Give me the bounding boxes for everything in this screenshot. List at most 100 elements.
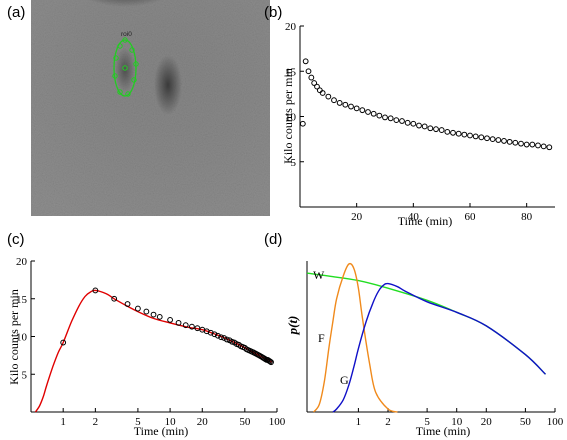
- panel-b-data-point: [461, 131, 468, 138]
- panel-b-x-tick-label: 20: [351, 211, 363, 223]
- panel-c-xlabel: Time (min): [134, 424, 189, 438]
- panel-b-data-point: [512, 139, 519, 146]
- scintigraphy-image: [31, 0, 270, 216]
- panel-a: (a) roi0: [7, 0, 270, 216]
- panel-b-data-point: [365, 109, 371, 115]
- panel-d-label: (d): [264, 231, 282, 248]
- panel-b-data-point: [342, 101, 349, 108]
- panel-b-data-point: [331, 97, 337, 104]
- panel-c-x-tick-label: 1: [60, 416, 66, 428]
- panel-b-data-point: [370, 110, 377, 117]
- panel-c-y-tick-label: 5: [22, 369, 28, 381]
- panel-b-data-point: [336, 100, 343, 106]
- panel-c-axes: 1 2 5 10 20 50 100 5 10 15 20: [16, 256, 286, 428]
- panel-b-ylabel: Kilo counts per min: [281, 68, 295, 164]
- panel-c-data-point: [92, 287, 99, 294]
- panel-c-data-point: [268, 359, 274, 366]
- panel-b-data-point: [467, 132, 473, 139]
- panel-c-x-tick-label: 5: [135, 416, 141, 428]
- panel-b-data-point: [540, 143, 547, 150]
- panel-c-data-point: [211, 331, 218, 338]
- panel-c-data-point: [150, 311, 157, 318]
- panel-b-data-point: [314, 83, 320, 90]
- panel-c-data-point: [224, 336, 230, 343]
- panel-c-y-tick-label: 15: [16, 294, 28, 306]
- panel-b-x-tick-label: 60: [465, 211, 477, 223]
- panel-d-x-tick-label: 10: [451, 416, 463, 428]
- panel-c-data-point: [182, 322, 189, 329]
- panel-b-data-point: [393, 117, 400, 124]
- panel-b-data-point: [382, 114, 388, 121]
- panel-b-data-point: [319, 90, 326, 96]
- panel-c-points: [60, 287, 274, 366]
- panel-b-data-point: [387, 115, 394, 122]
- panel-b-data-point: [506, 138, 513, 145]
- panel-d-x-tick-label: 2: [385, 416, 391, 428]
- panel-b-data-point: [478, 134, 485, 141]
- panel-c-data-point: [143, 308, 150, 315]
- panel-b-axes: 20 40 60 80 5 10 15 20: [285, 21, 555, 223]
- panel-b: (b) 20 40 60 80 5 10 15 20 Time (min) Kilo coun…: [264, 4, 555, 228]
- roi-outline[interactable]: [112, 37, 139, 97]
- series-g-line: [332, 282, 546, 413]
- panel-a-label: (a): [7, 4, 25, 21]
- panel-c-x-tick-label: 20: [197, 416, 209, 428]
- series-f-line: [313, 262, 398, 413]
- panel-c-x-tick-label: 2: [93, 416, 99, 428]
- panel-b-data-point: [308, 74, 315, 81]
- panel-c-y-tick-label: 20: [16, 256, 28, 268]
- panel-b-data-point: [472, 133, 479, 140]
- panel-b-data-point: [546, 144, 553, 151]
- series-label-g: G: [340, 373, 349, 387]
- panel-b-data-point: [316, 87, 323, 94]
- panel-b-data-point: [484, 135, 490, 142]
- panel-b-data-point: [444, 128, 451, 135]
- panel-b-data-point: [518, 140, 524, 147]
- panel-c-x-tick-label: 100: [269, 416, 286, 428]
- panel-d-x-tick-label: 100: [547, 416, 564, 428]
- series-label-f: F: [318, 331, 325, 345]
- panel-c-fit-line: [34, 289, 273, 413]
- panel-b-data-point: [325, 93, 332, 100]
- panel-c-data-point: [156, 313, 163, 320]
- panel-d-lines: [306, 262, 546, 413]
- panel-d-x-tick-label: 20: [481, 416, 493, 428]
- panel-b-y-tick-label: 10: [285, 112, 297, 124]
- panel-c: (c) 1 2 5 10 20 50 100 5 10 15 20 Time (min) Kilo …: [7, 231, 286, 438]
- panel-b-xlabel: Time (min): [398, 214, 453, 228]
- panel-b-x-tick-label: 80: [521, 211, 533, 223]
- panel-c-x-tick-label: 10: [165, 416, 177, 428]
- panel-c-fit-curve: [34, 289, 273, 413]
- panel-c-data-point: [214, 332, 221, 339]
- panel-b-data-point: [421, 123, 428, 130]
- panel-c-data-point: [111, 295, 118, 302]
- roi-label: roi0: [121, 31, 132, 38]
- panel-c-data-point: [175, 320, 182, 326]
- series-label-w: W: [313, 268, 325, 282]
- panel-c-data-point: [135, 305, 141, 312]
- panel-c-data-point: [194, 325, 201, 332]
- panel-b-data-point: [305, 68, 312, 75]
- panel-b-y-tick-label: 20: [285, 21, 297, 33]
- panel-b-data-point: [302, 58, 309, 65]
- panel-b-data-point: [427, 125, 434, 132]
- panel-c-data-point: [267, 358, 273, 365]
- panel-b-data-point: [523, 141, 530, 148]
- panel-c-data-point: [167, 316, 173, 323]
- series-w-line: [306, 272, 546, 375]
- panel-d-x-tick-label: 5: [424, 416, 430, 428]
- panel-d-xlabel: Time (min): [416, 424, 471, 438]
- panel-c-data-point: [207, 329, 214, 336]
- panel-b-data-point: [299, 120, 306, 127]
- panel-d-axes: 1 2 5 10 20 50 100: [306, 261, 564, 428]
- panel-b-data-point: [535, 142, 541, 149]
- panel-b-data-point: [455, 130, 462, 137]
- panel-b-data-point: [404, 119, 411, 126]
- panel-b-data-point: [399, 118, 405, 124]
- panel-b-data-point: [353, 105, 360, 112]
- panel-b-data-point: [311, 80, 318, 86]
- panel-b-data-point: [438, 127, 445, 133]
- panel-b-y-tick-label: 15: [285, 66, 297, 78]
- panel-b-data-point: [450, 129, 456, 136]
